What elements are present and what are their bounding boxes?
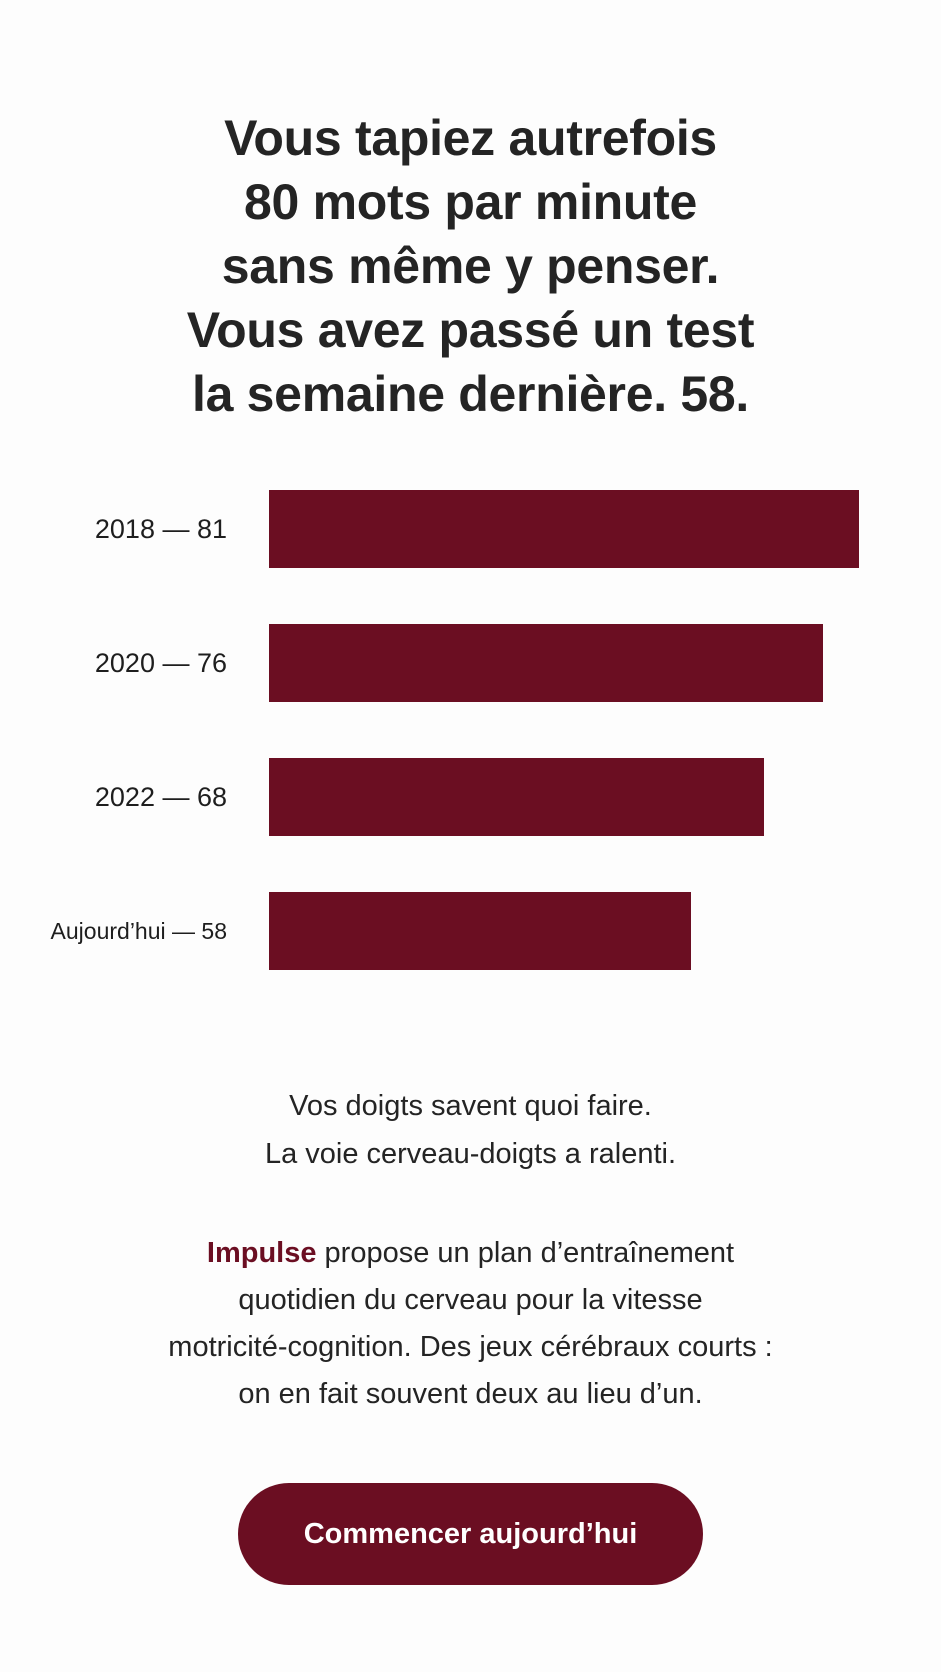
start-today-button[interactable]: Commencer aujourd’hui <box>238 1483 703 1585</box>
description-line: on en fait souvent deux au lieu d’un. <box>238 1378 703 1410</box>
bar <box>269 490 859 568</box>
headline-line: sans même y penser. <box>221 238 720 294</box>
bar-row: 2022 — 68 <box>0 758 941 836</box>
product-description: Impulse propose un plan d’entraînement q… <box>60 1230 881 1418</box>
bar-row: Aujourd’hui — 58 <box>0 892 941 970</box>
headline-line: la semaine dernière. 58. <box>191 366 749 422</box>
description-line: motricité-cognition. Des jeux cérébraux … <box>168 1331 773 1363</box>
bar-label: 2018 — 81 <box>94 514 227 544</box>
bar <box>269 624 823 702</box>
description-line: Impulse propose un plan d’entraînement <box>60 1230 881 1277</box>
subtext-line: La voie cerveau-doigts a ralenti. <box>264 1138 677 1170</box>
headline-line: 80 mots par minute <box>243 174 698 230</box>
bar <box>269 758 764 836</box>
description-line: quotidien du cerveau pour la vitesse <box>238 1284 703 1316</box>
brand-name: Impulse <box>206 1237 317 1269</box>
subtext: Vos doigts savent quoi faire. La voie ce… <box>0 1082 941 1178</box>
bar-label: 2020 — 76 <box>94 648 227 678</box>
headline-line: Vous tapiez autrefois <box>224 110 717 166</box>
headline: Vous tapiez autrefois 80 mots par minute… <box>0 106 941 426</box>
bar <box>269 892 691 970</box>
bar-row: 2018 — 81 <box>0 490 941 568</box>
bar-row: 2020 — 76 <box>0 624 941 702</box>
bar-label: 2022 — 68 <box>94 782 227 812</box>
bar-label: Aujourd’hui — 58 <box>50 918 227 944</box>
headline-line: Vous avez passé un test <box>186 302 755 358</box>
typing-speed-bar-chart: 2018 — 81 2020 — 76 2022 — 68 Aujourd’hui —… <box>0 490 941 990</box>
subtext-line: Vos doigts savent quoi faire. <box>289 1090 652 1122</box>
description-text: propose un plan d’entraînement <box>316 1237 735 1269</box>
